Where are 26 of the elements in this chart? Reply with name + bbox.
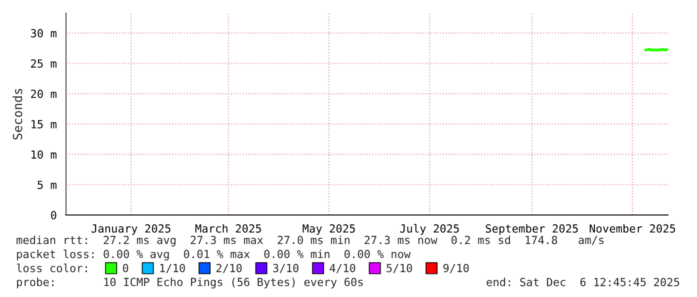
y-tick-label: 5 m <box>38 180 56 190</box>
x-tick-label: May 2025 <box>302 224 355 235</box>
x-tick-label: January 2025 <box>92 224 170 235</box>
y-tick-label: 20 m <box>31 90 56 98</box>
y-tick-label: 15 m <box>32 120 56 128</box>
legend-label: 9/10 <box>443 264 469 274</box>
legend-title: loss color: <box>16 264 87 272</box>
legend-label: 2/10 <box>216 264 242 274</box>
x-tick-label: July 2025 <box>400 224 459 235</box>
y-tick-label: 25 m <box>31 59 56 68</box>
legend-label: 1/10 <box>160 264 185 274</box>
y-tick-label: 30 m <box>30 29 56 38</box>
text: median rtt: 27.2 ms avg 27.3 ms max 27.0 ms min 27.3 ms now 0.2 ms sd 174.8 am/s <box>16 236 604 246</box>
x-tick-label: November 2025 <box>590 224 676 233</box>
x-tick-label: March 2025 <box>195 224 261 233</box>
legend-label: 5/10 <box>386 264 412 274</box>
x-tick-label: September 2025 <box>486 224 578 235</box>
text: probe: 10 ICMP Echo Pings (56 Bytes) every 60s <box>17 278 363 288</box>
legend-label: 4/10 <box>330 264 356 274</box>
y-tick-label: 10 m <box>32 150 56 159</box>
text: packet loss: 0.00 % avg 0.01 % max 0.00 % min 0.00 % now <box>17 250 411 260</box>
legend-label: 0 <box>122 264 128 272</box>
y-axis-title: Seconds <box>12 88 22 140</box>
legend-label: 3/10 <box>273 264 298 274</box>
y-tick-label: 0 <box>51 211 56 220</box>
text: end: Sat Dec 6 12:45:45 2025 <box>486 278 680 286</box>
